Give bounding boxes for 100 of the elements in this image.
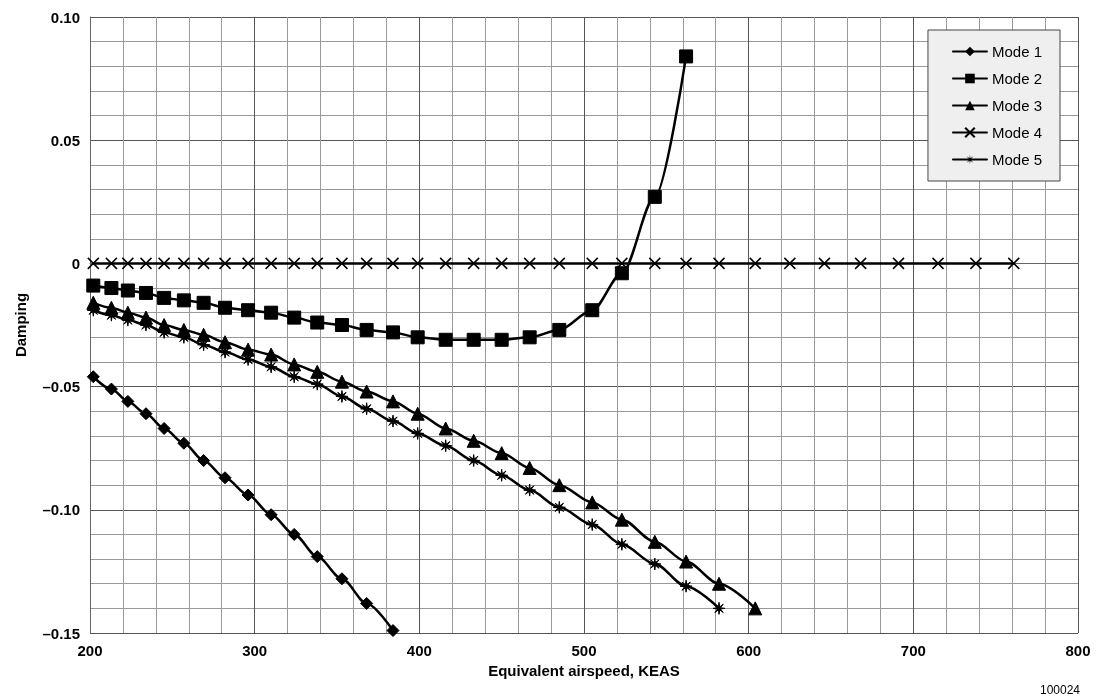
point bbox=[439, 439, 453, 453]
point bbox=[360, 402, 374, 416]
point bbox=[818, 257, 831, 270]
point bbox=[335, 389, 349, 403]
point bbox=[467, 257, 480, 270]
x-tick-label: 400 bbox=[406, 642, 432, 659]
point bbox=[287, 527, 301, 541]
point bbox=[264, 257, 278, 270]
text: 100024 bbox=[1039, 683, 1081, 697]
x-tick-label: 300 bbox=[242, 642, 268, 659]
point bbox=[196, 327, 211, 342]
point bbox=[196, 295, 211, 310]
y-tick-label: –0.05 bbox=[42, 378, 80, 396]
point bbox=[552, 322, 567, 337]
point bbox=[104, 281, 119, 296]
point bbox=[335, 257, 349, 270]
point bbox=[359, 384, 374, 399]
point bbox=[120, 283, 135, 298]
point bbox=[523, 483, 537, 497]
point bbox=[748, 601, 763, 616]
legend-label: Mode 5 bbox=[991, 151, 1043, 168]
point bbox=[385, 394, 400, 409]
legend-label: Mode 2 bbox=[991, 70, 1043, 87]
point bbox=[310, 550, 324, 564]
point bbox=[264, 360, 278, 374]
point bbox=[310, 315, 325, 330]
x-tick-label: 700 bbox=[900, 642, 926, 659]
point bbox=[495, 257, 508, 270]
point bbox=[176, 293, 191, 308]
y-tick-label: –0.15 bbox=[42, 624, 80, 642]
point bbox=[287, 357, 302, 372]
point bbox=[197, 257, 210, 270]
point bbox=[138, 285, 153, 300]
x-tick-label: 500 bbox=[571, 642, 597, 659]
point bbox=[614, 512, 629, 527]
point bbox=[647, 534, 662, 549]
point bbox=[679, 257, 693, 270]
x-tick-label: 600 bbox=[736, 642, 762, 659]
point bbox=[1007, 257, 1021, 270]
point bbox=[749, 257, 762, 270]
point bbox=[287, 310, 302, 325]
x-axis-title: Equivalent airspeed, KEAS bbox=[488, 662, 680, 679]
point bbox=[495, 468, 509, 482]
point bbox=[411, 257, 424, 270]
point bbox=[264, 508, 278, 522]
point bbox=[585, 303, 600, 318]
point bbox=[386, 414, 400, 428]
point bbox=[585, 257, 599, 270]
point bbox=[139, 407, 153, 421]
point bbox=[287, 370, 301, 384]
point bbox=[105, 257, 118, 270]
point bbox=[218, 300, 233, 315]
point bbox=[386, 624, 400, 638]
point bbox=[157, 257, 171, 270]
point bbox=[241, 488, 255, 502]
point bbox=[385, 325, 400, 340]
point bbox=[679, 554, 694, 569]
point bbox=[335, 572, 349, 586]
legend-label: Mode 3 bbox=[991, 97, 1043, 114]
point bbox=[679, 579, 693, 593]
point bbox=[466, 433, 481, 448]
point bbox=[360, 257, 373, 270]
point bbox=[614, 266, 629, 281]
point bbox=[647, 189, 662, 204]
point bbox=[241, 303, 256, 318]
legend-label: Mode 1 bbox=[991, 43, 1043, 60]
point bbox=[585, 495, 600, 510]
point bbox=[87, 257, 100, 270]
point bbox=[310, 377, 324, 391]
point bbox=[679, 49, 694, 64]
y-tick-label: –0.10 bbox=[42, 501, 80, 519]
point bbox=[854, 257, 867, 270]
point bbox=[264, 305, 279, 320]
y-axis-title: Damping bbox=[12, 292, 29, 358]
point bbox=[334, 374, 349, 389]
point bbox=[648, 257, 662, 270]
point bbox=[438, 332, 453, 347]
point bbox=[121, 394, 135, 408]
point bbox=[410, 330, 425, 345]
point bbox=[892, 257, 905, 270]
point bbox=[969, 257, 983, 270]
point bbox=[553, 257, 566, 270]
point bbox=[157, 290, 172, 305]
point bbox=[931, 257, 945, 270]
point bbox=[552, 500, 566, 514]
point bbox=[466, 332, 481, 347]
point bbox=[522, 460, 537, 475]
x-tick-label: 200 bbox=[77, 642, 103, 659]
point bbox=[287, 257, 301, 270]
point bbox=[783, 257, 797, 270]
y-tick-label: 0 bbox=[71, 254, 80, 272]
point bbox=[522, 330, 537, 345]
point bbox=[494, 446, 509, 461]
point bbox=[360, 596, 374, 610]
point bbox=[197, 454, 211, 468]
point bbox=[467, 454, 481, 468]
point bbox=[334, 318, 349, 332]
point bbox=[264, 347, 279, 362]
point bbox=[712, 601, 726, 615]
point bbox=[615, 537, 629, 551]
